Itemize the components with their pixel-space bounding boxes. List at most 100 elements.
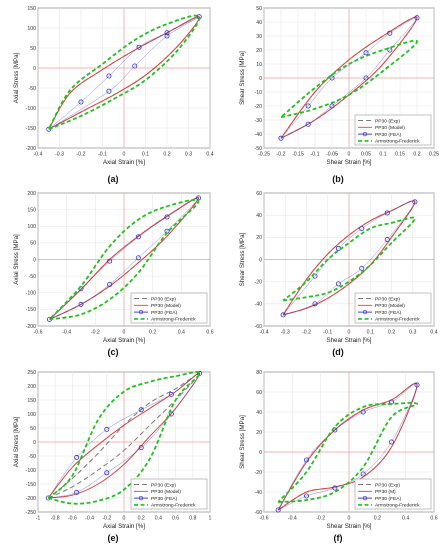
y-tick-label: -20 [255,104,263,110]
y-tick-label: -20 [255,470,263,476]
data-point-fea [303,457,309,463]
series-line-af [48,198,200,321]
y-axis-label: Axial Stress [MPa] [13,52,20,103]
y-tick-label: 0 [33,440,36,446]
x-tick-label: -1 [36,516,41,522]
data-point-fea [305,103,311,109]
legend-marker-fea [362,309,368,315]
y-tick-label: 100 [27,412,36,418]
x-axis-label: Shear Strain [%] [326,337,371,344]
x-tick-label: -0.3 [55,152,64,158]
y-tick-label: -20 [255,279,263,285]
x-tick-label: -0.8 [51,516,60,522]
y-tick-label: 60 [256,191,262,197]
data-point-fea [135,234,141,240]
series-line-fea [280,17,418,139]
x-tick-label: 0.4 [206,152,213,158]
x-tick-label: 0.4 [178,330,185,336]
y-tick-label: 40 [256,410,262,416]
data-point-fea [414,15,420,21]
x-tick-label: 0.4 [430,330,437,336]
data-point-fea [363,50,369,56]
y-tick-label: 40 [256,213,262,219]
x-axis-label: Axial Strain [%] [103,337,145,344]
data-point-fea [360,471,366,477]
x-tick-label: -0.6 [68,516,77,522]
y-tick-label: 0 [259,257,262,263]
y-tick-label: -200 [26,146,36,152]
x-tick-label: -0.4 [62,330,71,336]
legend-entry-label: PP30 (FEA) [375,132,401,138]
panel-label: (b) [332,174,344,184]
x-tick-label: -0.2 [102,516,111,522]
x-tick-label: -0.1 [98,152,107,158]
x-tick-label: 0.2 [149,330,156,336]
legend-box [130,292,208,324]
x-tick-label: -0.05 [326,152,338,158]
y-tick-label: -40 [255,302,263,308]
chart-panel-f: -0.6 -0.4 -0.2 0 0.2 0.4 0.6 -60 -40 -20 0 20 40 60 80… [239,370,438,543]
y-tick-label: 100 [27,26,36,32]
y-axis-label: Shear Stress [MPa] [239,232,246,286]
y-tick-label: 60 [256,390,262,396]
series-line-af [282,216,416,302]
x-tick-label: -0.6 [260,516,269,522]
legend-entry-label: Armstrong-Frederick [375,317,420,323]
y-tick-label: 200 [27,384,36,390]
y-tick-label: -40 [255,132,263,138]
data-point-fea [138,407,144,413]
data-point-fea [106,73,112,79]
x-tick-label: 0.1 [142,152,149,158]
legend-entry-label: PP30 (Model) [151,303,181,309]
x-tick-label: -0.2 [77,152,86,158]
legend-marker-fea [362,131,368,137]
x-tick-label: -0.4 [288,516,297,522]
y-tick-label: 0 [259,76,262,82]
panel-label: (d) [332,347,344,357]
legend: PP30 (Exp)PP30 (Model)PP30 (FEA)Armstron… [354,114,432,146]
x-tick-label: 0.2 [374,516,381,522]
x-tick-label: 0.2 [413,152,420,158]
y-tick-label: -150 [26,307,36,313]
x-tick-label: 0 [348,152,351,158]
data-point-fea [74,489,80,495]
data-point-fea [359,225,365,231]
legend-entry-label: PP30 (Exp) [375,482,400,488]
y-tick-label: 10 [256,62,262,68]
data-point-fea [106,88,112,94]
legend: PP30 (Exp)PP30 (Model)PP30 (FEA)Armstron… [130,292,208,324]
data-point-fea [104,470,110,476]
data-point-fea [168,411,174,417]
data-point-fea [164,214,170,220]
legend-entry-label: PP30 (FEA) [375,496,401,502]
legend-entry-label: Armstrong-Frederick [375,503,420,509]
legend-entry-label: PP30 (Exp) [375,118,400,124]
x-tick-label: 1 [209,516,212,522]
y-tick-label: -30 [255,118,263,124]
panel-label: (a) [108,174,119,184]
data-point-fea [168,391,174,397]
y-tick-label: 50 [30,46,36,52]
y-tick-label: -10 [255,90,263,96]
legend-entry-label: PP30 (FEA) [151,496,177,502]
x-tick-label: -0.1 [311,152,320,158]
data-point-fea [132,63,138,69]
legend-entry-label: PP30 (FEA) [375,310,401,316]
data-point-fea [278,135,284,141]
y-tick-label: 250 [27,370,36,376]
data-point-fea [78,301,84,307]
y-tick-label: -50 [29,274,37,280]
data-point-fea [164,33,170,39]
y-tick-label: -100 [26,106,36,112]
chart-panel-d: -0.4 -0.3 -0.2 -0.1 0 0.1 0.2 0.3 0.4 -60 -40 -20 0 2… [239,191,438,357]
data-point-fea [138,445,144,451]
x-tick-label: 0.2 [388,330,395,336]
x-tick-label: -0.2 [277,152,286,158]
y-tick-label: -150 [26,482,36,488]
x-tick-label: 0.1 [379,152,386,158]
series-line-fea [48,16,200,130]
y-tick-label: 20 [256,48,262,54]
x-tick-label: 0.25 [429,152,439,158]
x-tick-label: -0.2 [316,516,325,522]
chart-panel-c: -0.6 -0.4 -0.2 0 0.2 0.4 0.6 -200 -150 -100 -50 0 50… [13,191,214,357]
